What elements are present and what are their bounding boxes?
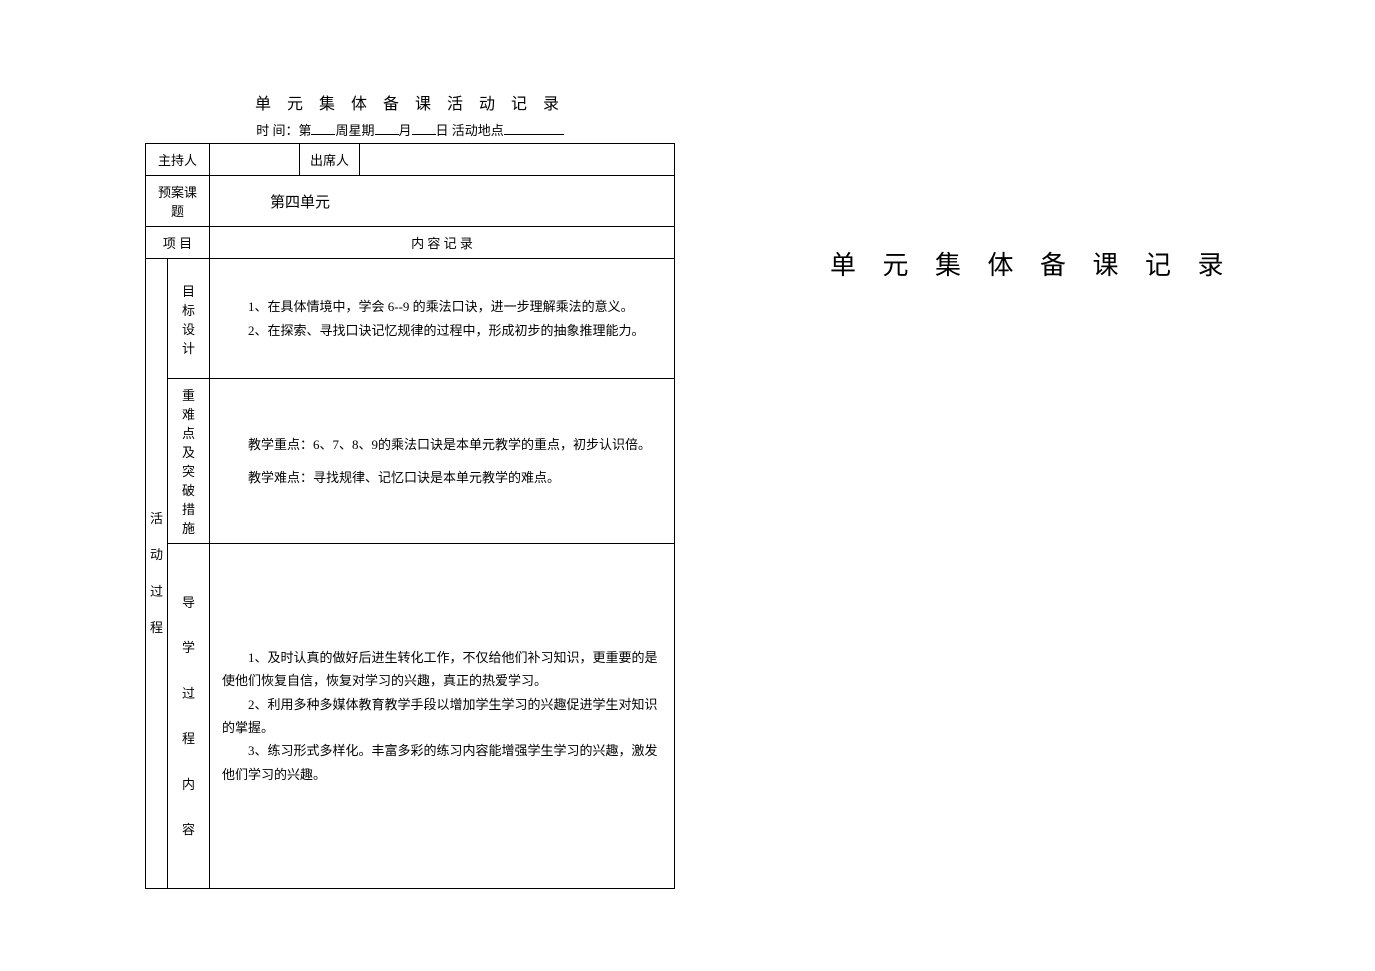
host-label: 主持人: [146, 144, 210, 176]
v3: 过: [148, 574, 165, 610]
v2: 动: [148, 537, 165, 573]
main-title: 单 元 集 体 备 课 活 动 记 录: [145, 90, 675, 114]
left-document-panel: 单 元 集 体 备 课 活 动 记 录 时 间：第 周星期 月 日 活动地点 主持人 …: [145, 90, 675, 889]
subtitle-prefix: 时 间：第: [256, 123, 311, 138]
subtitle-line: 时 间：第 周星期 月 日 活动地点: [145, 120, 675, 139]
goal-line2: 2、在探索、寻找口诀记忆规律的过程中，形成初步的抽象推理能力。: [222, 319, 662, 342]
goal-label: 目标设计: [168, 259, 210, 379]
goal-content: 1、在具体情境中，学会 6--9 的乘法口诀，进一步理解乘法的意义。 2、在探索…: [210, 259, 675, 379]
guide-label: 导学 过程 内容: [168, 544, 210, 889]
vertical-label: 活 动 过 程: [146, 259, 168, 889]
right-page-title: 单 元 集 体 备 课 记 录: [830, 245, 1234, 282]
subtitle-mid1: 周星期: [335, 123, 374, 138]
v1: 活: [148, 501, 165, 537]
host-value: [210, 144, 300, 176]
guide-line3: 3、练习形式多样化。丰富多彩的练习内容能增强学生学习的兴趣，激发他们学习的兴趣。: [222, 739, 662, 786]
item-value: 内 容 记 录: [210, 227, 675, 259]
attendee-value: [360, 144, 675, 176]
goal-line1: 1、在具体情境中，学会 6--9 的乘法口诀，进一步理解乘法的意义。: [222, 295, 662, 318]
blank-week: [311, 121, 335, 135]
spacer: [222, 456, 662, 466]
guide-content: 1、及时认真的做好后进生转化工作，不仅给他们补习知识，更重要的是使他们恢复自信，…: [210, 544, 675, 889]
guide-line2: 2、利用多种多媒体教育教学手段以增加学生学习的兴趣促进学生对知识的掌握。: [222, 693, 662, 740]
guide-line1: 1、及时认真的做好后进生转化工作，不仅给他们补习知识，更重要的是使他们恢复自信，…: [222, 646, 662, 693]
guide-l3: 内容: [176, 762, 201, 853]
subtitle-mid2: 月: [399, 123, 412, 138]
topic-value: 第四单元: [210, 176, 675, 227]
blank-month: [412, 121, 436, 135]
difficulty-label: 重难点及突破措施: [168, 379, 210, 544]
diff-line2: 教学难点：寻找规律、记忆口诀是本单元教学的难点。: [222, 466, 662, 489]
subtitle-mid3: 日 活动地点: [436, 123, 504, 138]
difficulty-content: 教学重点：6、7、8、9的乘法口诀是本单元教学的重点，初步认识倍。 教学难点：寻…: [210, 379, 675, 544]
topic-label: 预案课题: [146, 176, 210, 227]
diff-line1: 教学重点：6、7、8、9的乘法口诀是本单元教学的重点，初步认识倍。: [222, 433, 662, 456]
main-table: 主持人 出席人 预案课题 第四单元 项 目 内 容 记 录 活 动 过 程 目标…: [145, 143, 675, 889]
blank-day: [375, 121, 399, 135]
guide-l1: 导学: [176, 580, 201, 671]
v4: 程: [148, 610, 165, 646]
attendee-label: 出席人: [300, 144, 360, 176]
blank-location: [504, 121, 564, 135]
item-label: 项 目: [146, 227, 210, 259]
guide-l2: 过程: [176, 671, 201, 762]
